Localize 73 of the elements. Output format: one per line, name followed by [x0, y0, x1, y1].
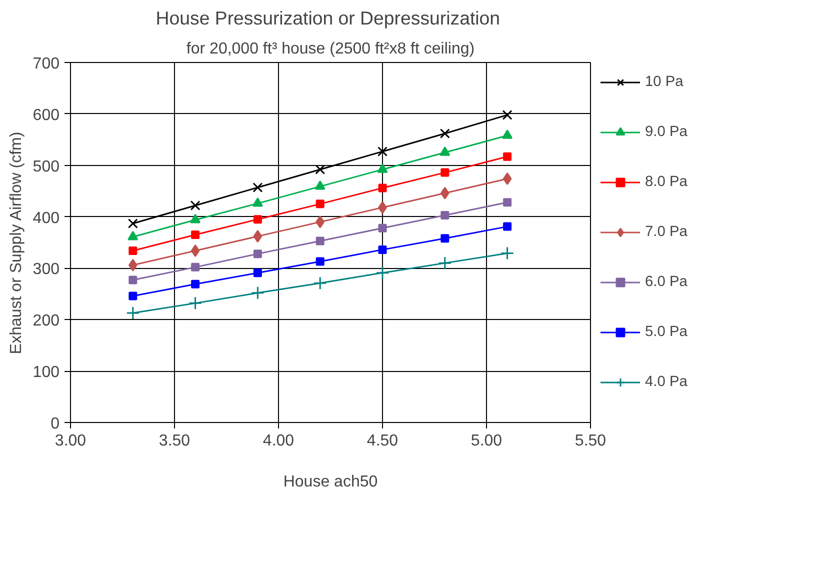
point — [502, 130, 513, 139]
legend-label: 4.0 Pa — [645, 374, 688, 390]
point — [440, 168, 450, 177]
point — [252, 182, 263, 192]
y-tick-label: 100 — [32, 364, 60, 382]
point — [378, 184, 387, 192]
y-tick-label: 0 — [50, 416, 60, 432]
point — [440, 186, 450, 200]
y-tick-label: 500 — [32, 158, 60, 176]
y-tick-label: 400 — [32, 210, 60, 227]
point — [500, 246, 514, 260]
point — [316, 257, 324, 266]
point — [316, 200, 324, 208]
point — [503, 222, 512, 231]
x-tick-label: 4.50 — [366, 432, 398, 450]
point — [190, 200, 200, 210]
point — [502, 110, 512, 120]
x-tick-label: 5.00 — [470, 432, 502, 450]
point — [440, 210, 450, 220]
point — [438, 256, 452, 270]
point — [126, 306, 140, 320]
legend-label: 5.0 Pa — [645, 324, 688, 340]
point — [315, 164, 326, 174]
point — [378, 224, 387, 232]
point — [190, 244, 200, 257]
legend-label: 9.0 Pa — [645, 124, 688, 140]
x-axis-title: House ach50 — [283, 474, 378, 490]
x-tick-label: 3.00 — [54, 432, 86, 450]
point — [253, 215, 262, 224]
point — [128, 276, 138, 284]
point — [128, 246, 138, 255]
point — [378, 245, 387, 254]
point — [502, 172, 512, 185]
chart-title: House Pressurization or Depressurization — [156, 8, 500, 28]
point — [253, 268, 262, 278]
x-tick-label: 5.50 — [574, 432, 606, 450]
point — [503, 198, 512, 207]
point — [128, 258, 138, 272]
point — [252, 197, 263, 207]
point — [440, 128, 450, 138]
point — [503, 152, 512, 161]
y-tick-label: 300 — [32, 261, 60, 278]
point — [376, 266, 390, 280]
point — [440, 146, 450, 156]
point — [188, 296, 202, 310]
point — [377, 164, 388, 173]
x-tick-label: 3.50 — [158, 432, 190, 450]
point — [191, 262, 200, 272]
point — [190, 214, 201, 224]
point — [191, 230, 200, 240]
legend-label: 7.0 Pa — [645, 224, 688, 240]
point — [250, 286, 264, 300]
point — [253, 250, 262, 258]
point — [314, 180, 326, 190]
point — [128, 218, 138, 228]
y-tick-label: 200 — [32, 312, 60, 330]
x-tick-label: 4.00 — [262, 432, 294, 450]
legend-label: 10 Pa — [645, 74, 684, 90]
point — [128, 230, 138, 240]
point — [253, 230, 262, 243]
point — [313, 276, 327, 290]
y-tick-label: 700 — [32, 56, 60, 72]
point — [316, 216, 325, 228]
point — [128, 292, 138, 300]
point — [191, 280, 200, 288]
chart-subtitle: for 20,000 ft³ house (2500 ft²x8 ft ceiling) — [186, 40, 475, 58]
point — [440, 234, 450, 243]
y-axis-title: Exhaust or Supply Airflow (cfm) — [8, 132, 25, 354]
legend-label: 8.0 Pa — [645, 174, 688, 190]
point — [316, 236, 324, 246]
point — [378, 146, 388, 156]
y-tick-label: 600 — [32, 106, 60, 124]
legend-label: 6.0 Pa — [645, 274, 688, 290]
